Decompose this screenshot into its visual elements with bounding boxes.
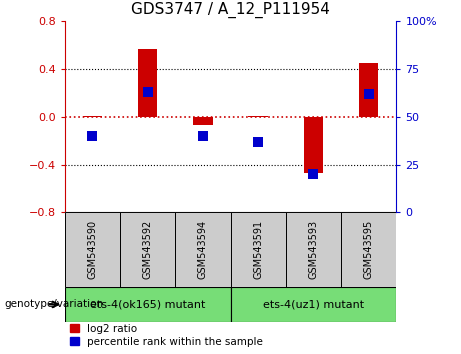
Title: GDS3747 / A_12_P111954: GDS3747 / A_12_P111954 [131,2,330,18]
Text: GSM543591: GSM543591 [253,220,263,279]
Point [199,133,207,139]
Bar [120,212,175,287]
Text: GSM543595: GSM543595 [364,220,374,279]
Bar [359,63,378,117]
Point [89,133,96,139]
Bar [230,287,396,322]
Bar [304,117,323,173]
Bar [65,212,120,287]
Text: ets-4(ok165) mutant: ets-4(ok165) mutant [90,299,205,309]
Text: genotype/variation: genotype/variation [5,299,104,309]
Text: GSM543592: GSM543592 [142,220,153,279]
Bar [83,116,102,117]
Point [254,139,262,144]
Point [365,91,372,97]
Text: ets-4(uz1) mutant: ets-4(uz1) mutant [263,299,364,309]
Bar [286,212,341,287]
Bar [65,287,230,322]
Point [144,89,151,95]
Point [310,171,317,177]
Bar [138,49,157,117]
Bar [193,117,213,125]
Bar [175,212,230,287]
Text: GSM543593: GSM543593 [308,220,319,279]
Legend: log2 ratio, percentile rank within the sample: log2 ratio, percentile rank within the s… [70,324,263,347]
Bar [248,116,268,117]
Text: GSM543590: GSM543590 [87,220,97,279]
Text: GSM543594: GSM543594 [198,220,208,279]
Bar [341,212,396,287]
Bar [230,212,286,287]
